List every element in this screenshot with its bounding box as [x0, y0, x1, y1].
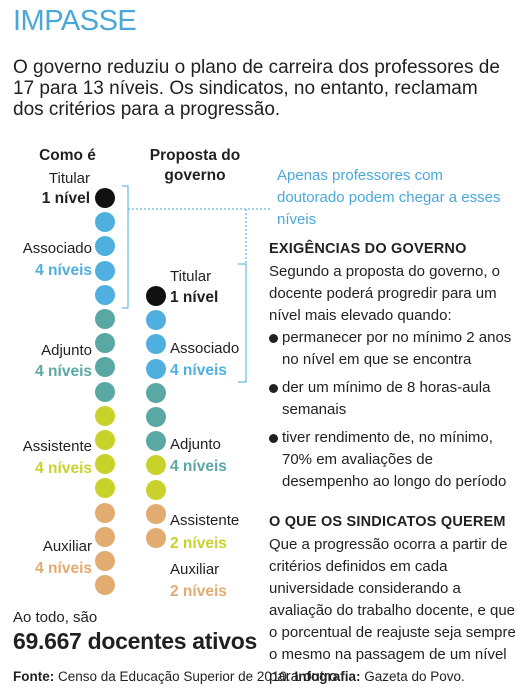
level-dot — [146, 358, 166, 379]
bullet-dot — [269, 384, 278, 393]
proposal-column-heading: Proposta do governo — [149, 147, 241, 184]
level-dot — [95, 575, 115, 596]
level-dot — [95, 526, 115, 547]
level-dot — [95, 551, 115, 571]
total-label: Ao todo, são — [13, 609, 98, 626]
level-dot — [95, 188, 115, 208]
level-dot — [146, 334, 166, 355]
current-column-heading: Como é — [39, 147, 96, 164]
government-bullet-text: permanecer por no mínimo 2 anos no nível… — [282, 329, 512, 368]
level-dot — [146, 528, 166, 548]
current-auxiliar-count: 4 níveis — [35, 560, 92, 577]
proposal-assistente-count: 2 níveis — [170, 535, 227, 552]
level-dot — [95, 405, 115, 426]
level-dot — [95, 357, 115, 378]
government-text: Segundo a proposta do governo, o docente… — [269, 263, 501, 324]
level-dot — [146, 479, 166, 500]
current-titular-label: Titular — [48, 170, 90, 187]
proposal-auxiliar-label: Auxiliar — [170, 561, 220, 578]
page-title: IMPASSE — [13, 5, 137, 37]
level-dot — [146, 286, 166, 306]
source-label: Fonte: — [13, 669, 55, 684]
unions-text: Que a progressão ocorra a partir de crit… — [269, 536, 516, 685]
intro-text: O governo reduziu o plano de carreira do… — [13, 57, 500, 120]
current-associado-count: 4 níveis — [35, 262, 92, 279]
current-associado-label: Associado — [22, 240, 92, 257]
level-dot — [95, 236, 115, 257]
current-assistente-label: Assistente — [22, 438, 92, 455]
level-dot — [146, 455, 166, 476]
level-dot — [95, 333, 115, 354]
current-adjunto-label: Adjunto — [41, 342, 92, 359]
proposal-titular-count: 1 nível — [170, 289, 219, 306]
level-dot — [146, 310, 166, 331]
proposal-associado-label: Associado — [170, 340, 240, 357]
credit-label: Infografia: — [294, 669, 361, 684]
level-dot — [95, 502, 115, 523]
proposal-titular-label: Titular — [170, 268, 212, 285]
unions-heading: O QUE OS SINDICATOS QUEREM — [269, 514, 506, 530]
level-dot — [95, 212, 115, 233]
government-bullet-text: tiver rendimento de, no mínimo, 70% em a… — [282, 429, 507, 490]
level-dot — [146, 407, 166, 427]
total-value: 69.667 docentes ativos — [13, 628, 257, 654]
level-dot — [95, 260, 115, 281]
current-titular-count: 1 nível — [41, 190, 90, 207]
bullet-dot — [269, 334, 278, 343]
bullet-dot — [269, 434, 278, 443]
government-heading: EXIGÊNCIAS DO GOVERNO — [269, 241, 467, 257]
proposal-associado-count: 4 níveis — [170, 362, 227, 379]
proposal-auxiliar-count: 2 níveis — [170, 583, 227, 600]
level-dot — [95, 381, 115, 402]
doctorate-note: Apenas professores com doutorado podem c… — [277, 167, 501, 228]
government-bullet-text: der um mínimo de 8 horas-aula semanais — [282, 379, 491, 418]
current-assistente-count: 4 níveis — [35, 460, 92, 477]
level-dot — [146, 503, 166, 524]
level-dot — [95, 309, 115, 329]
credit-text: Gazeta do Povo. — [364, 669, 465, 684]
level-dot — [95, 478, 115, 499]
proposal-adjunto-count: 4 níveis — [170, 458, 227, 475]
level-dot — [95, 430, 115, 450]
current-adjunto-count: 4 níveis — [35, 363, 92, 380]
footer-credits: Fonte: Censo da Educação Superior de 201… — [13, 669, 465, 684]
level-dot — [95, 454, 115, 475]
current-auxiliar-label: Auxiliar — [42, 538, 92, 555]
level-dot — [95, 284, 115, 305]
proposal-adjunto-label: Adjunto — [170, 436, 221, 453]
proposal-assistente-label: Assistente — [170, 512, 240, 529]
level-dot — [146, 431, 166, 452]
level-dot — [146, 382, 166, 403]
source-text: Censo da Educação Superior de 2010. — [58, 669, 291, 684]
